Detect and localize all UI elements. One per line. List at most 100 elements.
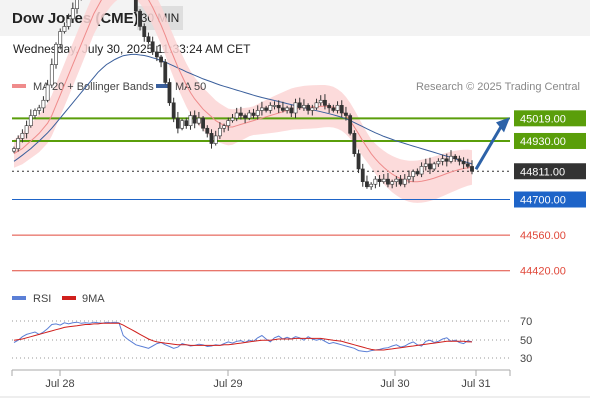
candle-body bbox=[171, 102, 176, 119]
candle-body bbox=[12, 148, 16, 152]
candle-body bbox=[213, 135, 218, 144]
candle-body bbox=[45, 84, 50, 101]
candle-body bbox=[335, 105, 340, 111]
candle-body bbox=[310, 107, 315, 111]
candle-body bbox=[281, 107, 285, 111]
candle-body bbox=[184, 120, 189, 127]
candle-body bbox=[180, 120, 184, 129]
candle-body bbox=[457, 158, 462, 162]
candle-body bbox=[20, 133, 25, 139]
candle-body bbox=[323, 99, 327, 106]
candle-body bbox=[272, 105, 277, 107]
candle-body bbox=[465, 163, 470, 167]
candle-body bbox=[402, 178, 407, 185]
candle-body bbox=[356, 153, 361, 170]
ma20-legend-label: MA 20 + Bollinger Bands bbox=[33, 81, 154, 93]
level-badge-bg-45019.00 bbox=[514, 110, 586, 127]
candle-body bbox=[398, 178, 403, 185]
candle-body bbox=[16, 138, 21, 149]
candle-body bbox=[243, 115, 248, 119]
candle-body bbox=[318, 99, 323, 104]
candle-body bbox=[222, 125, 226, 129]
candle-body bbox=[217, 127, 222, 137]
candle-body bbox=[411, 171, 416, 177]
rsi-legend-label: RSI bbox=[33, 293, 51, 305]
rsi-level-30-label: 30 bbox=[520, 353, 532, 365]
candle-body bbox=[205, 127, 210, 134]
candle-body bbox=[201, 117, 205, 129]
candle-body bbox=[230, 117, 235, 121]
level-label-44560.00: 44560.00 bbox=[520, 230, 566, 242]
candle-body bbox=[348, 115, 353, 134]
candle-body bbox=[390, 181, 395, 185]
candle-body bbox=[37, 107, 42, 111]
candle-body bbox=[159, 56, 163, 63]
candle-body bbox=[461, 161, 466, 165]
date-label-jul31: Jul 31 bbox=[461, 378, 490, 390]
candle-body bbox=[360, 168, 365, 182]
date-label-jul30: Jul 30 bbox=[380, 378, 409, 390]
forecast-arrow-shaft bbox=[474, 122, 505, 171]
candle-body bbox=[444, 158, 449, 162]
candle-body bbox=[33, 110, 37, 116]
candle-body bbox=[440, 158, 445, 162]
candle-body bbox=[327, 105, 332, 109]
candle-body bbox=[331, 107, 336, 111]
ma20-legend-swatch bbox=[12, 84, 26, 88]
candle-body bbox=[192, 115, 197, 124]
timeframe-badge[interactable]: 30 MIN bbox=[137, 6, 183, 30]
header-bar: Dow Jones (CME) 30 MIN bbox=[0, 0, 590, 36]
candle-body bbox=[314, 102, 319, 109]
candle-body bbox=[24, 125, 29, 134]
ma50-legend-swatch bbox=[156, 84, 170, 88]
rsi-level-50-label: 50 bbox=[520, 335, 532, 347]
candle-body bbox=[377, 178, 382, 182]
candle-body bbox=[289, 107, 294, 114]
level-label-44930.00: 44930.00 bbox=[520, 136, 566, 148]
level-badge-bg-44700.00 bbox=[514, 191, 586, 208]
rsi-ma-line bbox=[13, 322, 472, 351]
candle-body bbox=[247, 112, 252, 119]
candle-body bbox=[163, 61, 168, 83]
candle-body bbox=[306, 105, 311, 111]
candle-body bbox=[394, 178, 399, 182]
level-label-45019.00: 45019.00 bbox=[520, 113, 566, 125]
rsi-ma-legend-label: 9MA bbox=[82, 293, 105, 305]
candle-body bbox=[293, 102, 298, 114]
candle-body bbox=[49, 64, 54, 86]
candle-body bbox=[423, 163, 428, 167]
candle-body bbox=[373, 178, 378, 185]
candle-body bbox=[419, 166, 424, 175]
rsi-line bbox=[13, 321, 473, 353]
candle-body bbox=[432, 163, 437, 170]
candle-body bbox=[234, 112, 239, 119]
candle-body bbox=[344, 112, 348, 116]
level-label-44420.00: 44420.00 bbox=[520, 266, 566, 278]
candle-body bbox=[268, 105, 273, 111]
candle-body bbox=[285, 107, 290, 111]
candle-body bbox=[264, 107, 269, 111]
candle-body bbox=[365, 181, 369, 188]
candle-body bbox=[302, 105, 306, 109]
candle-body bbox=[453, 155, 458, 160]
rsi-level-70-label: 70 bbox=[520, 316, 532, 328]
candle-body bbox=[251, 112, 256, 116]
candle-body bbox=[449, 155, 453, 162]
candle-body bbox=[196, 117, 201, 124]
candle-body bbox=[407, 176, 411, 180]
forecast-arrow-head bbox=[496, 117, 510, 133]
candle-body bbox=[369, 183, 374, 188]
instrument-title: Dow Jones (CME) bbox=[12, 10, 139, 27]
ma50-legend-label: MA 50 bbox=[175, 81, 206, 93]
level-badge-bg-44811.00 bbox=[514, 163, 586, 180]
candle-body bbox=[428, 163, 432, 170]
candle-body bbox=[352, 133, 357, 154]
date-label-jul28: Jul 28 bbox=[45, 378, 74, 390]
candle-body bbox=[238, 112, 243, 116]
ma50-line bbox=[13, 53, 473, 165]
candle-body bbox=[415, 171, 420, 175]
candle-body bbox=[209, 133, 214, 144]
rsi-legend-swatch bbox=[12, 296, 26, 300]
candle-body bbox=[175, 117, 180, 129]
